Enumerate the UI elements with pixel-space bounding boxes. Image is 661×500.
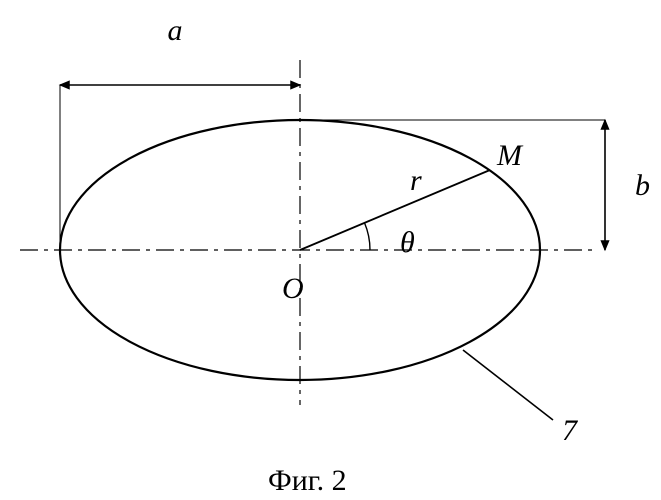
label-a: a: [168, 14, 183, 47]
angle-arc: [364, 223, 370, 250]
label-theta: θ: [400, 226, 415, 259]
label-M: M: [496, 139, 524, 172]
label-7: 7: [562, 414, 579, 447]
label-b: b: [635, 169, 650, 202]
label-O: O: [282, 272, 304, 305]
caption-fig: Фиг. 2: [268, 464, 347, 497]
radius-line: [300, 170, 490, 250]
leader-7: [463, 350, 553, 420]
label-r: r: [410, 164, 422, 197]
